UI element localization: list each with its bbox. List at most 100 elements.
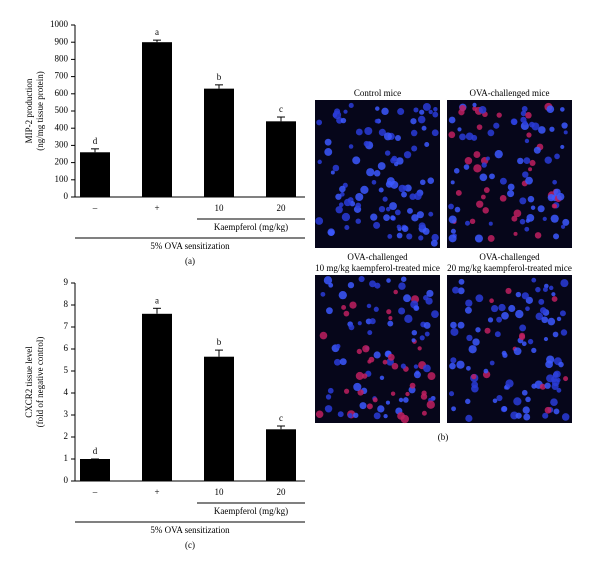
y-axis-label-line: CXCR2 tissue level (24, 346, 34, 418)
cell (507, 183, 515, 191)
cell (483, 368, 489, 374)
cell (542, 412, 549, 419)
cell (373, 221, 381, 229)
cell (390, 215, 396, 221)
cell (413, 371, 421, 379)
y-tick-label: 100 (55, 174, 69, 184)
cell (385, 180, 393, 188)
cell (546, 105, 555, 114)
cell (387, 353, 395, 361)
cell (493, 122, 500, 129)
cell (315, 410, 324, 418)
cell (561, 122, 568, 129)
cell (531, 383, 537, 389)
cell (317, 159, 322, 165)
cell (421, 390, 427, 396)
cell (553, 233, 560, 240)
micrograph-title: OVA-challenged (479, 252, 540, 262)
cell (489, 298, 494, 304)
cell (374, 282, 381, 289)
cell (355, 202, 362, 209)
cell (324, 405, 333, 413)
cell (369, 280, 377, 288)
cell (357, 321, 362, 326)
cell (529, 159, 536, 166)
cell (476, 124, 483, 130)
cell (448, 131, 456, 139)
cell (353, 412, 359, 419)
micrograph-title: 20 mg/kg kaempferol-treated mice (447, 263, 572, 273)
bar (80, 152, 110, 197)
cell (319, 331, 328, 340)
cell (551, 296, 558, 302)
cell (370, 213, 378, 221)
cell (417, 346, 422, 351)
cell (561, 413, 570, 421)
cell (519, 333, 526, 341)
cell (451, 406, 456, 412)
cell (338, 291, 347, 300)
cell (551, 292, 556, 297)
cell (375, 106, 380, 111)
cell (531, 347, 537, 354)
cell (335, 193, 342, 200)
cell (423, 364, 431, 373)
cell (464, 220, 470, 226)
cell (534, 232, 542, 239)
cell (466, 334, 473, 342)
cell (511, 215, 518, 222)
cell (517, 157, 524, 165)
cell (386, 309, 392, 315)
cell (327, 387, 334, 394)
cell (421, 410, 427, 416)
cell (324, 148, 333, 156)
cell (366, 168, 375, 177)
cell (377, 162, 386, 170)
cell (448, 215, 457, 224)
cell (348, 102, 354, 109)
cell (563, 376, 569, 382)
cell (549, 126, 555, 132)
y-axis-label: CXCR2 tissue level(fold of negative cont… (24, 337, 45, 428)
cell (353, 382, 362, 392)
cell (413, 364, 419, 369)
cell (352, 156, 361, 165)
cell (496, 394, 503, 402)
cell (459, 104, 466, 112)
cell (355, 218, 361, 224)
cell (361, 373, 368, 379)
cell (430, 239, 438, 247)
cell (396, 224, 402, 230)
cell (378, 187, 384, 193)
cell (501, 405, 508, 412)
cell (560, 107, 565, 112)
cell (448, 116, 456, 124)
cell (466, 365, 471, 371)
cell (343, 310, 350, 317)
cell (550, 214, 559, 223)
cell (337, 411, 344, 418)
cell (547, 194, 555, 202)
cell (433, 107, 438, 112)
cell (333, 358, 341, 366)
cell (553, 188, 561, 196)
cell (450, 357, 457, 364)
cell (394, 135, 401, 142)
micrograph (447, 275, 572, 423)
significance-letter: d (93, 446, 98, 456)
y-tick-label: 300 (55, 139, 69, 149)
cell (343, 198, 352, 207)
cell (544, 406, 552, 414)
cell (427, 177, 435, 184)
cell (401, 225, 409, 233)
cell (324, 138, 332, 146)
cell (521, 341, 527, 347)
cell (340, 117, 347, 124)
y-tick-label: 200 (55, 157, 69, 167)
micrograph-title: OVA-challenged (347, 252, 408, 262)
cell (472, 102, 477, 107)
cell (428, 211, 434, 217)
cell (423, 322, 431, 329)
cell (398, 184, 407, 193)
